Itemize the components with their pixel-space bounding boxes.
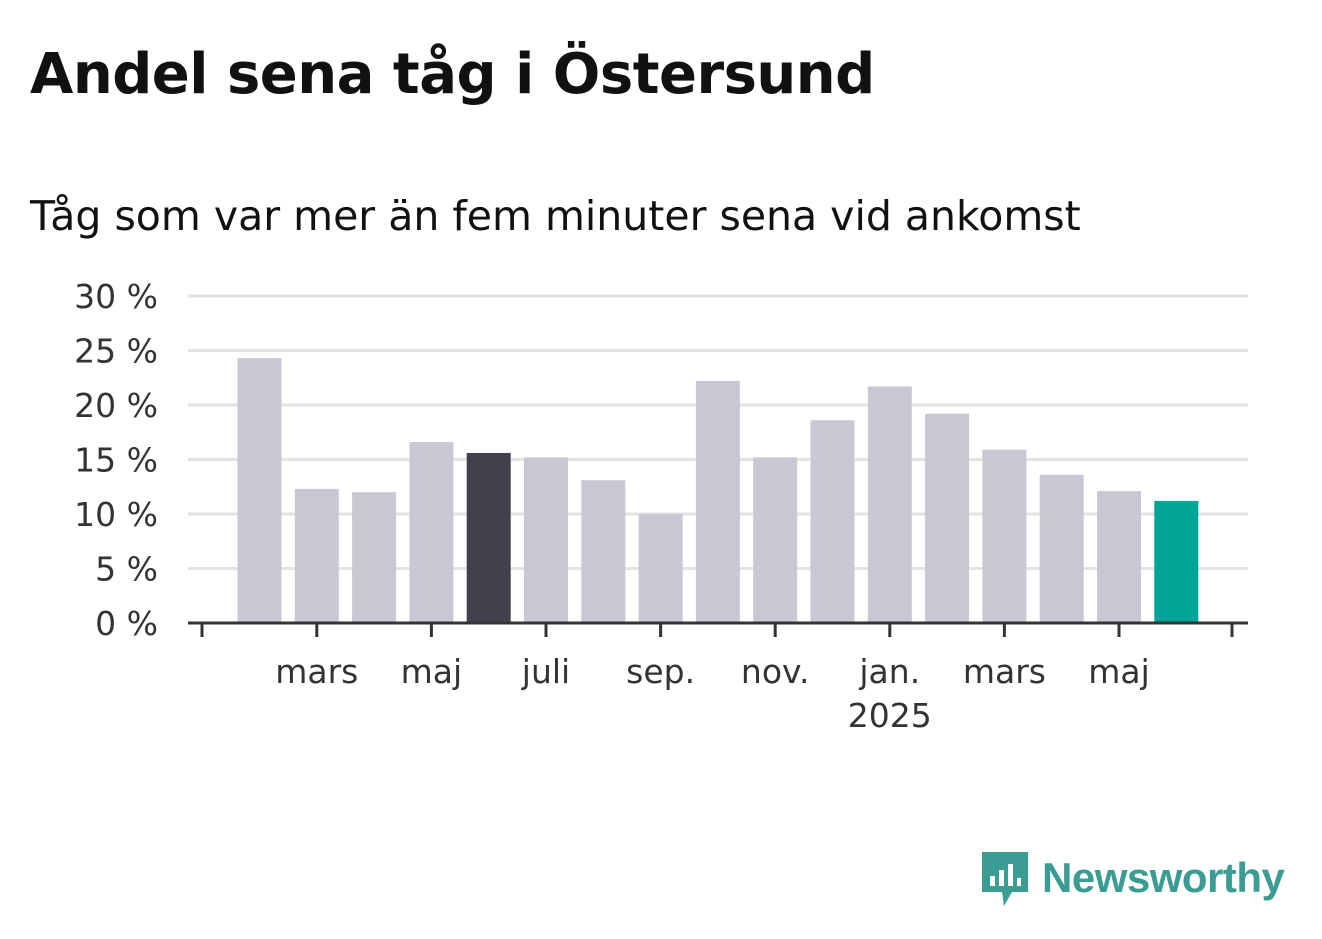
bar	[466, 452, 511, 623]
x-tick-label: maj	[1088, 652, 1150, 691]
y-tick-label: 30 %	[74, 277, 158, 316]
brand-name: Newsworthy	[1042, 854, 1285, 901]
y-tick-label: 10 %	[74, 495, 158, 534]
brand-logo: Newsworthy	[980, 848, 1285, 908]
x-tick-label: maj	[401, 652, 463, 691]
bar	[867, 386, 912, 623]
y-axis: 0 % 5 % 10 % 15 % 20 % 25 % 30 %	[74, 277, 158, 643]
bar	[237, 358, 282, 623]
bar	[1154, 500, 1199, 623]
x-tick-label: mars	[275, 652, 358, 691]
x-tick-label: mars	[963, 652, 1046, 691]
x-tick-year-label: 2025	[848, 696, 932, 735]
newsworthy-logo-icon	[982, 852, 1028, 906]
x-tick-label: juli	[521, 652, 570, 691]
bar	[753, 457, 798, 623]
bar	[524, 457, 568, 623]
x-axis: mars maj juli sep. nov. jan. 2025 mars maj	[188, 621, 1248, 735]
y-tick-label: 0 %	[95, 604, 158, 643]
bar-chart: 0 % 5 % 10 % 15 % 20 % 25 % 30 % mars maj juli se…	[74, 277, 1248, 735]
bar	[695, 381, 740, 623]
chart-title: Andel sena tåg i Östersund	[30, 42, 875, 107]
bar	[294, 488, 339, 623]
y-tick-label: 5 %	[95, 550, 158, 589]
y-tick-label: 25 %	[74, 332, 158, 371]
bar	[925, 413, 970, 623]
bar	[581, 480, 626, 623]
bars	[237, 358, 1199, 623]
chart-subtitle: Tåg som var mer än fem minuter sena vid …	[30, 192, 1081, 240]
y-tick-label: 20 %	[74, 386, 158, 425]
x-tick-label: jan.	[858, 652, 920, 691]
y-tick-label: 15 %	[74, 441, 158, 480]
x-tick-label: sep.	[626, 652, 695, 691]
bar	[352, 492, 397, 623]
bar	[982, 449, 1027, 623]
x-tick-label: nov.	[741, 652, 810, 691]
bar	[409, 442, 454, 623]
bar	[638, 514, 683, 623]
bar	[1097, 491, 1141, 623]
bar	[810, 420, 855, 623]
bar	[1039, 474, 1084, 623]
